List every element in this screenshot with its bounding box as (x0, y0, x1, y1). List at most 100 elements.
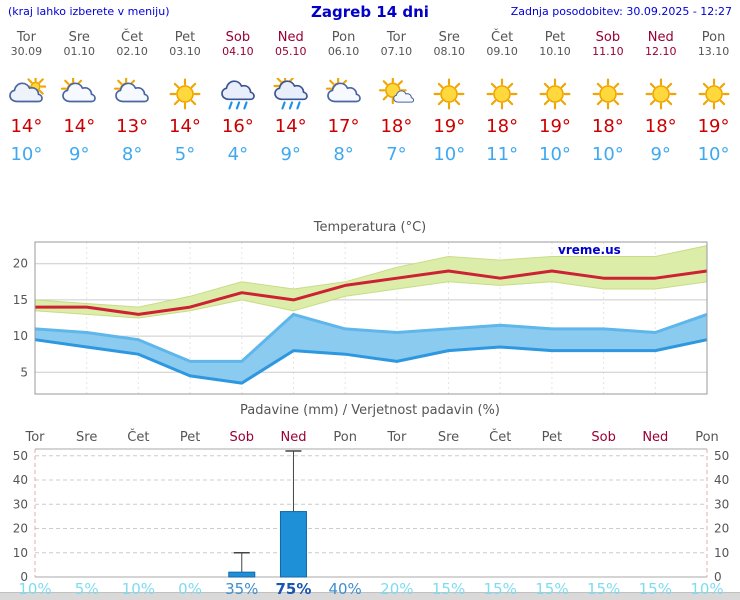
day-column: Čet 02.10 13° 8° (106, 28, 159, 165)
day-date: 09.10 (486, 45, 518, 58)
day-date: 02.10 (116, 45, 148, 58)
tmin-lower-line (34, 338, 708, 385)
tmin-range-band (35, 314, 707, 384)
max-temperature: 18° (486, 116, 519, 137)
day-label: Sob (591, 430, 615, 445)
day-column: Sob 11.10 18° 10° (581, 28, 634, 165)
max-temperature: 14° (274, 116, 307, 137)
max-temperature: 19° (433, 116, 466, 137)
precipitation-chart: 0 0 10 10 20 20 30 30 40 40 50 50 Tor Sre Čet Pet Sob Ned… (13, 429, 730, 598)
day-label: Ned (642, 430, 668, 445)
precip-bar (279, 511, 307, 578)
precip-probability: 35% (225, 580, 258, 598)
day-date: 03.10 (169, 45, 201, 58)
sunny-icon (687, 78, 740, 110)
day-name: Pon (701, 30, 726, 45)
precip-chart-title: Padavine (mm) / Verjetnost padavin (%) (240, 403, 500, 418)
mostly-sunny-icon (370, 78, 423, 110)
min-temperature: 10° (539, 144, 571, 165)
partly-cloudy-icon (106, 78, 159, 110)
day-name: Pet (174, 30, 196, 45)
day-date: 06.10 (327, 45, 360, 58)
max-temperature: 17° (327, 116, 360, 137)
day-label: Pet (542, 430, 562, 445)
bottom-scrollbar[interactable] (0, 592, 740, 600)
day-label: Pet (180, 430, 200, 445)
precip-probability: 75% (276, 580, 312, 598)
day-date: 12.10 (644, 45, 677, 58)
precip-probability: 15% (484, 580, 517, 598)
precip-probability: 15% (639, 580, 672, 598)
day-name: Sob (595, 30, 621, 45)
y-axis-label-left: 20 (13, 522, 28, 536)
min-temperature: 5° (174, 144, 196, 165)
day-label: Čet (489, 429, 511, 445)
partly-cloudy-icon (53, 78, 106, 110)
day-date: 04.10 (222, 45, 254, 58)
precip-probability: 10% (18, 580, 51, 598)
day-name: Pet (544, 30, 566, 45)
min-temperature: 10° (433, 144, 466, 165)
y-axis-label: 20 (13, 257, 28, 271)
min-temperature: 11° (486, 144, 519, 165)
day-column: Čet 09.10 18° 11° (476, 28, 529, 165)
day-date: 10.10 (539, 45, 571, 58)
max-temperature: 18° (591, 116, 624, 137)
day-column: Tor 07.10 18° 7° (370, 28, 423, 165)
max-temperature: 18° (644, 116, 677, 137)
precip-probability: 40% (328, 580, 361, 598)
day-column: Sob 04.10 16° 4° (211, 28, 264, 165)
day-column: Tor 30.09 14° 10° (0, 28, 53, 165)
y-axis-label: 5 (20, 365, 28, 379)
day-label: Sob (230, 430, 254, 445)
tmax-line (35, 269, 708, 316)
temp-chart-title: Temperatura (°C) (313, 220, 427, 235)
y-axis-label-left: 30 (13, 497, 28, 511)
day-name: Sob (225, 30, 251, 45)
last-updated: Zadnja posodobitev: 30.09.2025 - 12:27 (510, 5, 732, 18)
day-label: Sre (76, 430, 97, 445)
day-name: Tor (16, 30, 36, 45)
day-date: 13.10 (697, 45, 730, 58)
menu-hint: (kraj lahko izberete v meniju) (8, 5, 170, 18)
day-name: Ned (277, 30, 304, 45)
day-date: 07.10 (380, 45, 413, 58)
sunny-icon (159, 78, 212, 110)
day-date: 05.10 (274, 45, 307, 58)
max-temperature: 19° (697, 116, 730, 137)
y-axis-label-left: 40 (13, 473, 28, 487)
day-label: Tor (24, 430, 45, 445)
precip-probability: 10% (690, 580, 723, 598)
precip-probability: 15% (432, 580, 465, 598)
sunny-icon (423, 78, 476, 110)
min-temperature: 10° (591, 144, 624, 165)
day-date: 01.10 (63, 45, 96, 58)
day-column: Pon 13.10 19° 10° (687, 28, 740, 165)
forecast-row: Tor 30.09 14° 10° Sre 01.10 14° 9° Čet 02.10 13° 8°… (0, 28, 740, 165)
day-date: 30.09 (10, 45, 43, 58)
min-temperature: 8° (333, 144, 354, 165)
day-label: Ned (280, 430, 306, 445)
day-label: Pon (695, 430, 719, 445)
day-column: Pet 10.10 19° 10° (529, 28, 582, 165)
day-name: Čet (491, 30, 514, 45)
rain-icon (211, 78, 264, 110)
min-temperature: 9° (650, 144, 671, 165)
precip-probability: 15% (535, 580, 568, 598)
rain-sun-icon (264, 78, 317, 110)
day-column: Ned 12.10 18° 9° (634, 28, 687, 165)
max-temperature: 18° (380, 116, 413, 137)
day-column: Pon 06.10 17° 8° (317, 28, 370, 165)
y-axis-label-right: 0 (714, 570, 722, 584)
day-name: Ned (647, 30, 674, 45)
max-temperature: 14° (10, 116, 43, 137)
day-name: Čet (121, 30, 144, 45)
plot-border (34, 241, 708, 395)
precip-probability: 20% (380, 580, 413, 598)
precip-probability: 0% (178, 580, 202, 598)
day-date: 11.10 (592, 45, 624, 58)
min-temperature: 9° (280, 144, 301, 165)
precip-bar (228, 571, 256, 578)
min-temperature: 4° (227, 144, 249, 165)
